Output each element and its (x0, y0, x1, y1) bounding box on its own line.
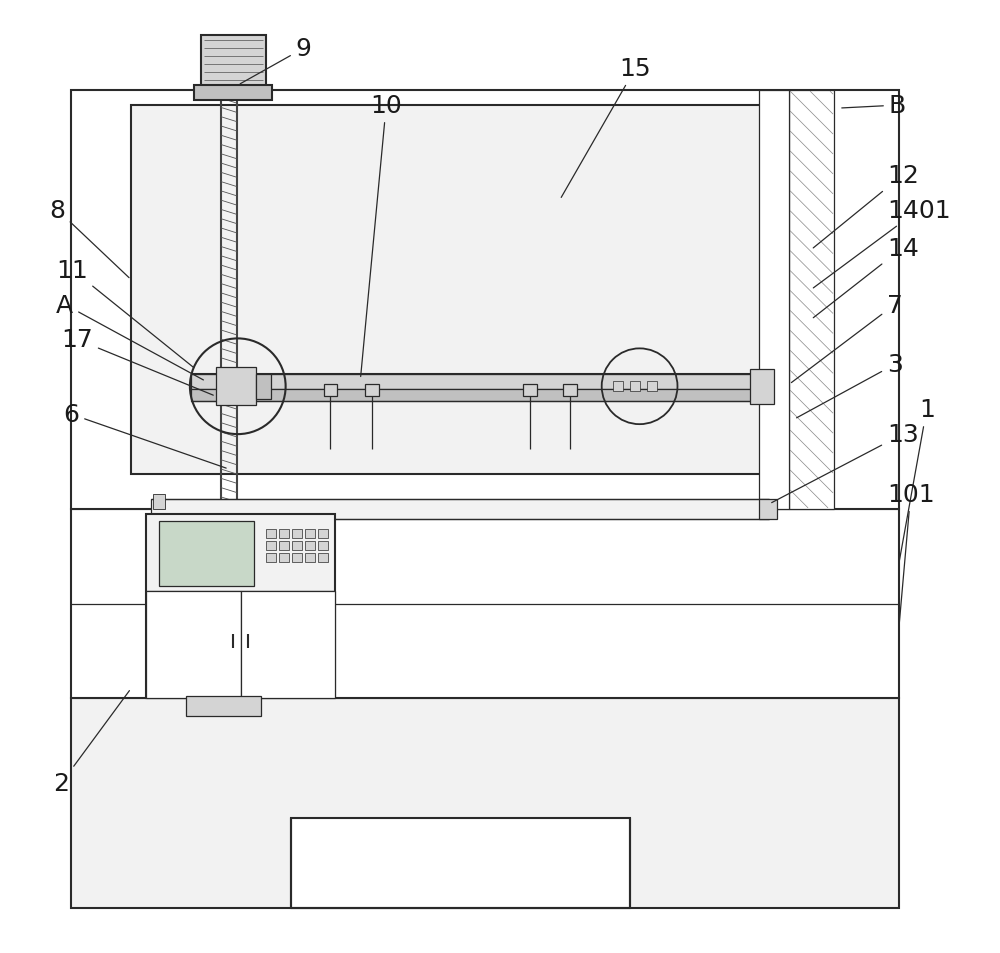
Bar (266, 553, 276, 562)
Text: 2: 2 (53, 691, 129, 795)
Bar (201, 36, 266, 96)
Bar (647, 382, 657, 392)
Bar (563, 385, 577, 396)
Bar (279, 553, 289, 562)
Text: 6: 6 (63, 403, 226, 469)
Bar (151, 499, 769, 519)
Text: 1401: 1401 (813, 198, 950, 289)
Bar (159, 521, 254, 586)
Bar (523, 385, 537, 396)
Text: 13: 13 (772, 423, 919, 503)
Bar (789, 91, 834, 509)
Bar (292, 541, 302, 550)
Bar (305, 553, 315, 562)
Bar (71, 91, 899, 509)
Text: 9: 9 (240, 37, 311, 85)
Text: 11: 11 (56, 258, 194, 368)
Bar (292, 553, 302, 562)
Text: 12: 12 (813, 164, 919, 249)
Bar (292, 529, 302, 538)
Bar (146, 591, 241, 699)
Bar (318, 541, 328, 550)
Bar (759, 499, 777, 519)
Text: 8: 8 (49, 198, 129, 278)
Text: 15: 15 (561, 57, 651, 198)
Bar (266, 529, 276, 538)
Bar (291, 818, 630, 908)
Bar (191, 390, 764, 402)
Text: 1: 1 (899, 397, 935, 561)
Bar (365, 385, 379, 396)
Bar (71, 509, 899, 699)
Bar (318, 529, 328, 538)
Text: A: A (56, 294, 203, 380)
Bar (71, 699, 899, 908)
Text: 101: 101 (887, 482, 934, 626)
Bar (241, 591, 335, 699)
Bar (613, 382, 623, 392)
Bar (750, 370, 774, 405)
Bar (186, 697, 261, 717)
Text: 7: 7 (791, 294, 903, 383)
Bar (191, 375, 764, 390)
Bar (256, 375, 271, 400)
Bar (305, 529, 315, 538)
Bar (194, 86, 272, 101)
Bar (318, 553, 328, 562)
Text: 10: 10 (361, 94, 402, 377)
Bar (630, 382, 640, 392)
Text: 3: 3 (797, 353, 903, 418)
Text: 17: 17 (61, 328, 213, 395)
Bar (216, 368, 256, 406)
Bar (153, 495, 165, 509)
Bar (324, 385, 337, 396)
Bar (279, 541, 289, 550)
Bar (759, 91, 789, 509)
Bar (279, 529, 289, 538)
Bar (146, 515, 335, 699)
Bar (305, 541, 315, 550)
Text: B: B (842, 94, 906, 118)
Text: 14: 14 (813, 236, 919, 318)
Bar (266, 541, 276, 550)
Bar (131, 106, 789, 475)
